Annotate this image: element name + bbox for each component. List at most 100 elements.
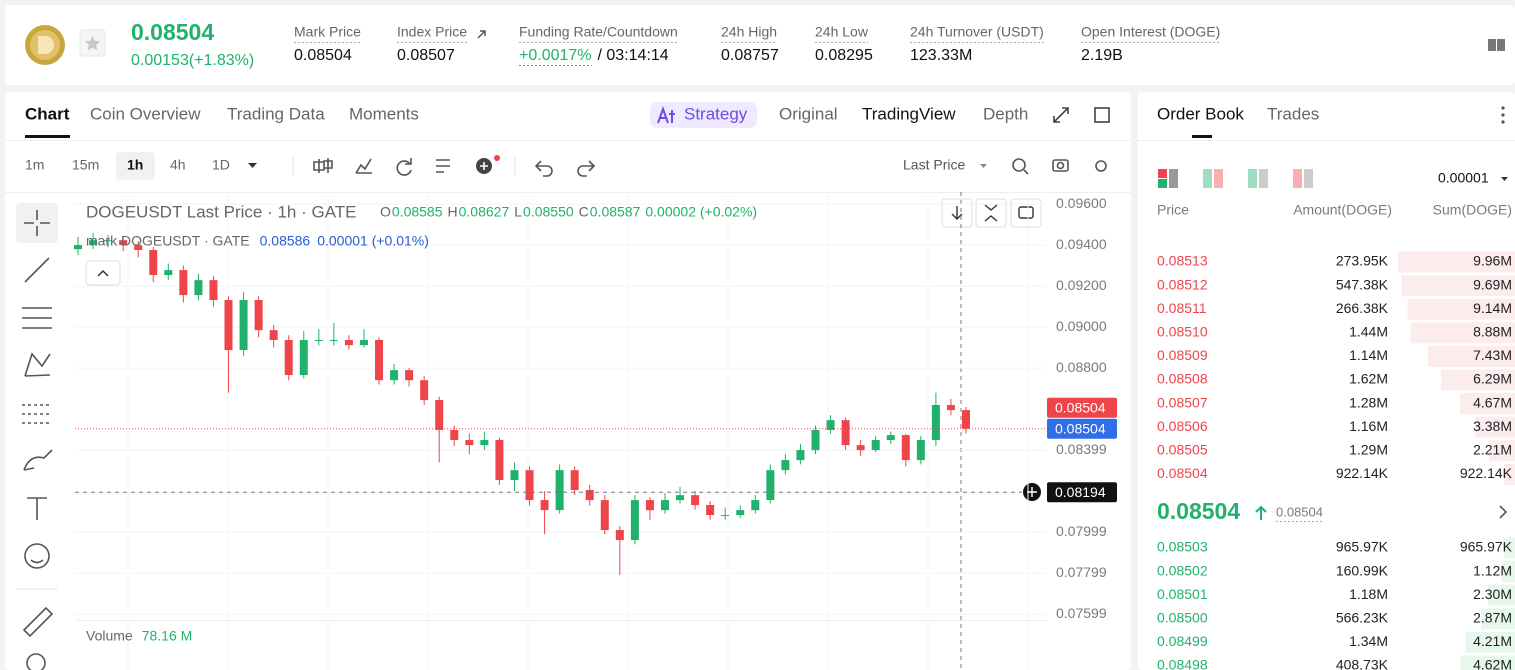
window-icon[interactable] bbox=[1094, 107, 1110, 123]
candle-body bbox=[375, 339, 384, 381]
zoom-tool[interactable] bbox=[26, 653, 46, 670]
crosshair-tool[interactable] bbox=[24, 210, 50, 236]
order-amount: 1.16M bbox=[1349, 418, 1388, 434]
price-type-select[interactable]: Last Price bbox=[903, 157, 965, 173]
order-price[interactable]: 0.08506 bbox=[1157, 418, 1208, 434]
layout-icon[interactable] bbox=[1248, 169, 1257, 188]
gear-icon[interactable] bbox=[1095, 160, 1107, 172]
more-menu[interactable] bbox=[1501, 106, 1505, 124]
order-price[interactable]: 0.08509 bbox=[1157, 347, 1208, 363]
interval-button[interactable]: 15m bbox=[72, 157, 99, 173]
order-price[interactable]: 0.08505 bbox=[1157, 442, 1208, 458]
volume-label: Volume bbox=[86, 628, 133, 644]
view-tab[interactable]: TradingView bbox=[862, 104, 956, 123]
orderbook-tab[interactable]: Order Book bbox=[1157, 104, 1244, 123]
text-tool[interactable] bbox=[27, 497, 47, 520]
fullscreen-button[interactable] bbox=[1010, 198, 1042, 228]
layout-icon[interactable] bbox=[1293, 169, 1302, 188]
candle-body bbox=[134, 245, 143, 251]
candle-type-icon[interactable] bbox=[313, 158, 333, 173]
ohlc-value: 0.08550 bbox=[523, 204, 574, 220]
ruler-tool[interactable] bbox=[22, 606, 54, 638]
redo-icon[interactable] bbox=[577, 160, 596, 177]
view-tab[interactable]: Strategy bbox=[684, 104, 748, 123]
candle-body bbox=[540, 500, 549, 511]
stat-label[interactable]: Funding Rate/Countdown bbox=[519, 24, 678, 40]
price-axis-label: 0.07599 bbox=[1056, 605, 1107, 621]
stat-label[interactable]: Index Price bbox=[397, 24, 467, 40]
stat-label[interactable]: Open Interest (DOGE) bbox=[1081, 24, 1220, 40]
order-sum: 9.96M bbox=[1473, 253, 1512, 269]
compress-button[interactable] bbox=[975, 198, 1007, 228]
order-amount: 266.38K bbox=[1336, 300, 1389, 316]
candle-body bbox=[104, 240, 113, 242]
view-tab[interactable]: Depth bbox=[983, 104, 1028, 123]
brush-tool[interactable] bbox=[23, 449, 53, 471]
dot bbox=[1501, 106, 1505, 110]
chevron-right[interactable] bbox=[1499, 505, 1508, 519]
stat-label[interactable]: Mark Price bbox=[294, 24, 361, 40]
order-price[interactable]: 0.08501 bbox=[1157, 586, 1208, 602]
order-price[interactable]: 0.08499 bbox=[1157, 633, 1208, 649]
expand-icon[interactable] bbox=[1053, 107, 1069, 123]
order-price[interactable]: 0.08512 bbox=[1157, 276, 1208, 292]
order-sum: 965.97K bbox=[1460, 539, 1513, 555]
chart-tab[interactable]: Moments bbox=[349, 104, 419, 123]
candle-body bbox=[962, 410, 970, 429]
order-price[interactable]: 0.08508 bbox=[1157, 371, 1208, 387]
candle-body bbox=[555, 470, 564, 511]
order-price[interactable]: 0.08507 bbox=[1157, 394, 1208, 410]
depth-bar bbox=[1489, 440, 1515, 462]
emoji-tool[interactable] bbox=[24, 543, 50, 569]
dropdown-caret[interactable] bbox=[1501, 177, 1508, 181]
order-price[interactable]: 0.08500 bbox=[1157, 610, 1208, 626]
candle-body bbox=[344, 339, 353, 346]
book-icon[interactable] bbox=[1488, 39, 1505, 51]
order-price[interactable]: 0.08504 bbox=[1157, 465, 1208, 481]
collapse-button[interactable] bbox=[85, 260, 121, 286]
active-tab-indicator bbox=[1192, 135, 1212, 138]
view-tab[interactable]: Original bbox=[779, 104, 838, 123]
order-price[interactable]: 0.08503 bbox=[1157, 539, 1208, 555]
stat-label[interactable]: 24h Turnover (USDT) bbox=[910, 24, 1044, 40]
camera-icon[interactable] bbox=[1052, 159, 1069, 172]
stat-label[interactable]: 24h High bbox=[721, 24, 777, 40]
trendline-tool[interactable] bbox=[24, 257, 50, 283]
candle-body bbox=[74, 245, 82, 250]
interval-button[interactable]: 1D bbox=[212, 157, 230, 173]
pattern-tool[interactable] bbox=[24, 352, 51, 377]
order-price[interactable]: 0.08502 bbox=[1157, 562, 1208, 578]
layout-icon[interactable] bbox=[1203, 169, 1212, 188]
chart-tab[interactable]: Trading Data bbox=[227, 104, 325, 123]
interval-button[interactable]: 1m bbox=[25, 157, 44, 173]
chart-tab[interactable]: Coin Overview bbox=[90, 104, 201, 123]
volume-value: 78.16 M bbox=[142, 628, 193, 644]
refresh-icon[interactable] bbox=[396, 158, 412, 176]
search-icon[interactable] bbox=[1012, 158, 1026, 172]
dropdown-caret[interactable] bbox=[248, 163, 257, 168]
ohlc-key: L bbox=[514, 204, 522, 220]
orderbook-tab[interactable]: Trades bbox=[1267, 104, 1319, 123]
order-amount: 1.62M bbox=[1349, 371, 1388, 387]
undo-icon[interactable] bbox=[534, 160, 553, 177]
order-price[interactable]: 0.08510 bbox=[1157, 324, 1208, 340]
fib-tool[interactable] bbox=[22, 307, 52, 329]
stat-label[interactable]: 24h Low bbox=[815, 24, 869, 40]
interval-button[interactable]: 4h bbox=[170, 157, 186, 173]
candle-body bbox=[841, 420, 850, 446]
layout-icon[interactable] bbox=[1158, 169, 1167, 178]
precision-select[interactable]: 0.00001 bbox=[1438, 170, 1489, 186]
order-price[interactable]: 0.08511 bbox=[1157, 300, 1207, 316]
order-price[interactable]: 0.08498 bbox=[1157, 657, 1208, 670]
indicator-icon[interactable] bbox=[355, 158, 372, 174]
strategy-pill[interactable] bbox=[650, 102, 757, 128]
mark-price: 0.08586 bbox=[260, 233, 311, 249]
order-price[interactable]: 0.08513 bbox=[1157, 253, 1208, 269]
dropdown-caret[interactable] bbox=[980, 164, 987, 168]
interval-button[interactable]: 1h bbox=[127, 157, 143, 173]
candle-body bbox=[359, 339, 368, 346]
settings-list-icon[interactable] bbox=[436, 159, 450, 173]
projection-tool[interactable] bbox=[22, 404, 52, 424]
candle-body bbox=[329, 339, 338, 341]
chart-tab[interactable]: Chart bbox=[25, 104, 70, 123]
